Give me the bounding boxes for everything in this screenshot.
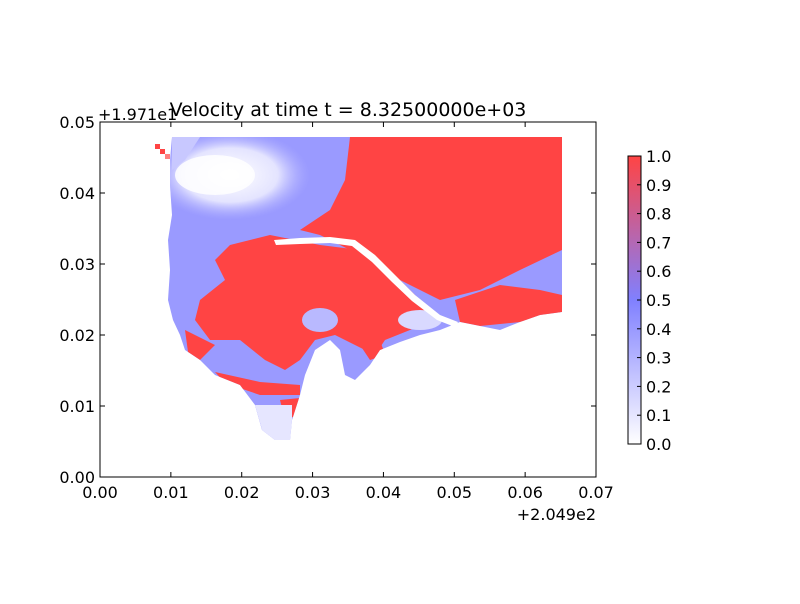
velocity-field <box>168 137 562 440</box>
colorbar-tick-label: 0.1 <box>646 406 671 425</box>
colorbar-tick-label: 0.8 <box>646 205 671 224</box>
y-tick-label: 0.05 <box>59 113 95 132</box>
x-tick-label: 0.07 <box>578 483 614 502</box>
colorbar-tick-label: 0.5 <box>646 291 671 310</box>
y-tick-label: 0.00 <box>59 468 95 487</box>
chart-title: Velocity at time t = 8.32500000e+03 <box>170 99 527 121</box>
colorbar-tick-label: 0.0 <box>646 435 671 454</box>
y-axis-ticks: 0.00 0.01 0.02 0.03 0.04 0.05 <box>59 113 596 487</box>
y-tick-label: 0.02 <box>59 326 95 345</box>
x-tick-label: 0.05 <box>436 483 472 502</box>
x-tick-label: 0.06 <box>507 483 543 502</box>
colorbar-tick-label: 0.4 <box>646 320 671 339</box>
x-tick-label: 0.01 <box>153 483 189 502</box>
plot-frame <box>99 121 597 478</box>
colorbar-tick-label: 0.9 <box>646 176 671 195</box>
obstacle-strip <box>274 237 458 327</box>
x-tick-label: 0.00 <box>82 483 118 502</box>
y-offset-label: +1.971e1 <box>98 105 177 124</box>
x-offset-label: +2.049e2 <box>517 505 596 524</box>
y-tick-label: 0.04 <box>59 184 95 203</box>
colorbar-ticks: 0.0 0.1 0.2 0.3 0.4 0.5 0.6 0.7 0.8 0.9 1.0 <box>637 147 671 454</box>
x-tick-label: 0.03 <box>295 483 331 502</box>
colorbar-tick-label: 0.6 <box>646 262 671 281</box>
x-axis-ticks: 0.00 0.01 0.02 0.03 0.04 0.05 0.06 0.07 <box>82 122 614 502</box>
y-tick-label: 0.01 <box>59 397 95 416</box>
x-tick-label: 0.02 <box>224 483 260 502</box>
y-tick-label: 0.03 <box>59 255 95 274</box>
colorbar-tick-label: 0.7 <box>646 233 671 252</box>
colorbar-tick-label: 0.2 <box>646 377 671 396</box>
colorbar-tick-label: 0.3 <box>646 349 671 368</box>
x-tick-label: 0.04 <box>366 483 402 502</box>
colorbar-tick-label: 1.0 <box>646 147 671 166</box>
